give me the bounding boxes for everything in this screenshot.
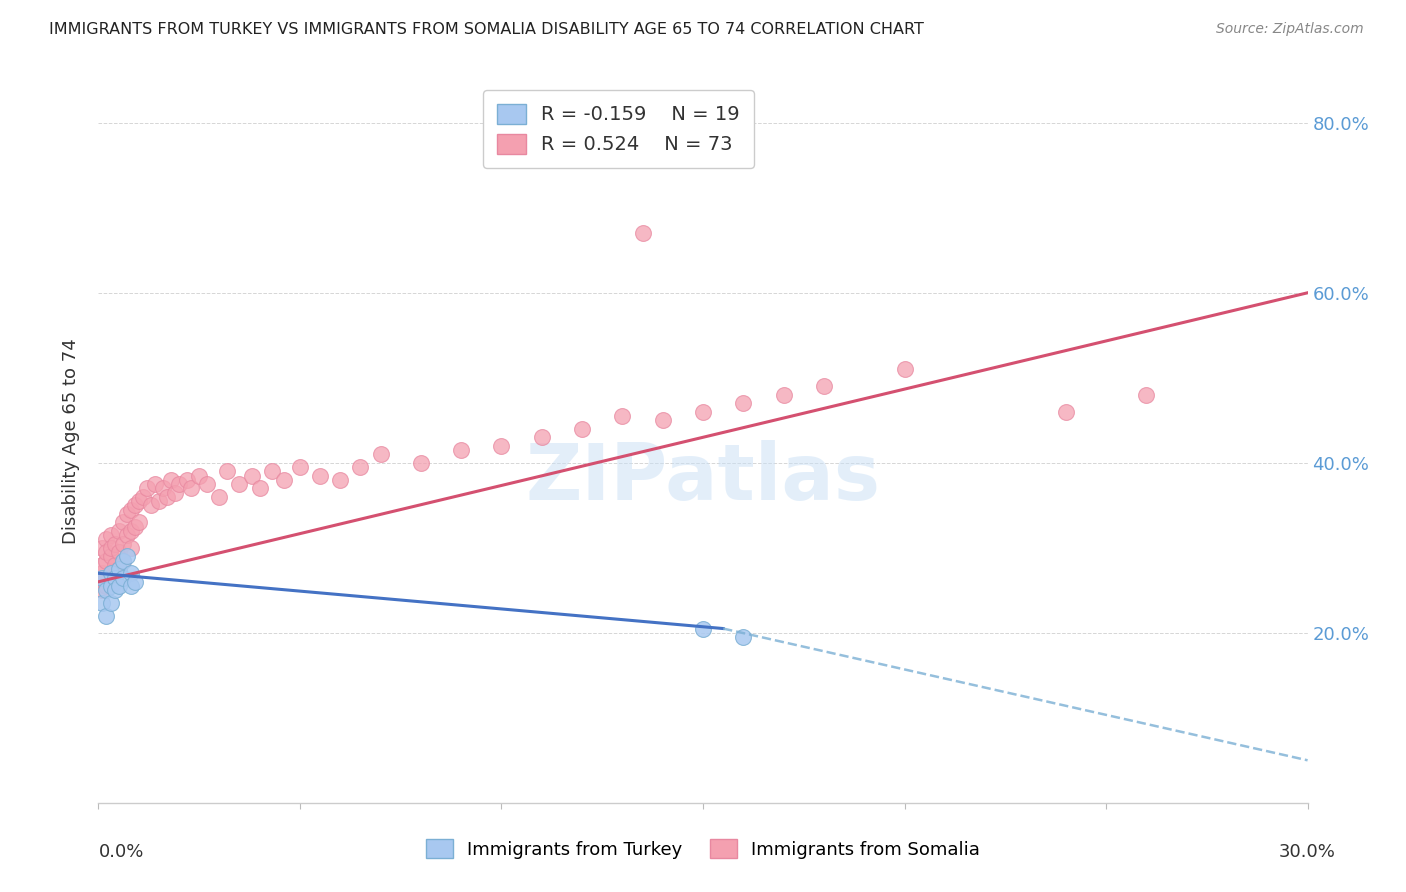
Point (96, 583, 118, 598)
Point (103, 558, 125, 572)
Point (100, 596, 122, 610)
Point (111, 570, 134, 584)
Point (692, 622, 714, 636)
Point (124, 498, 146, 512)
Point (111, 516, 134, 530)
Text: ZIPatlas: ZIPatlas (526, 440, 880, 516)
Point (91, 566, 114, 581)
Point (176, 473, 198, 487)
Point (96, 545, 118, 559)
Point (103, 536, 125, 550)
Point (152, 481, 174, 495)
Point (91, 583, 114, 598)
Point (91, 558, 114, 572)
Y-axis label: Disability Age 65 to 74: Disability Age 65 to 74 (62, 339, 80, 544)
Point (148, 494, 170, 508)
Point (120, 524, 142, 538)
Point (100, 579, 122, 593)
Point (772, 388, 794, 402)
Point (100, 574, 122, 589)
Point (96, 553, 118, 567)
Point (249, 481, 271, 495)
Point (103, 570, 125, 584)
Point (893, 362, 915, 376)
Point (91, 596, 114, 610)
Point (167, 477, 190, 491)
Point (1135, 388, 1157, 402)
Point (160, 473, 183, 487)
Point (96, 608, 118, 623)
Point (124, 519, 146, 533)
Point (195, 477, 218, 491)
Point (139, 498, 162, 512)
Point (120, 579, 142, 593)
Point (240, 468, 263, 483)
Point (132, 490, 155, 504)
Point (217, 464, 239, 478)
Point (96, 570, 118, 584)
Point (107, 562, 129, 576)
Point (120, 502, 142, 516)
Text: 30.0%: 30.0% (1279, 843, 1336, 861)
Point (188, 468, 211, 483)
Point (163, 485, 186, 500)
Point (733, 630, 755, 644)
Point (631, 227, 654, 241)
Point (571, 422, 593, 436)
Point (115, 507, 138, 521)
Point (260, 464, 283, 478)
Point (107, 562, 129, 576)
Point (273, 473, 295, 487)
Legend: Immigrants from Turkey, Immigrants from Somalia: Immigrants from Turkey, Immigrants from … (419, 832, 987, 866)
Point (1054, 405, 1077, 419)
Point (100, 528, 122, 542)
Point (103, 574, 125, 589)
Point (100, 541, 122, 555)
Point (100, 566, 122, 581)
Point (288, 460, 311, 475)
Point (115, 549, 138, 564)
Point (370, 447, 392, 461)
Point (208, 490, 231, 504)
Point (156, 490, 179, 504)
Point (115, 528, 138, 542)
Text: Source: ZipAtlas.com: Source: ZipAtlas.com (1216, 22, 1364, 37)
Text: IMMIGRANTS FROM TURKEY VS IMMIGRANTS FROM SOMALIA DISABILITY AGE 65 TO 74 CORREL: IMMIGRANTS FROM TURKEY VS IMMIGRANTS FRO… (49, 22, 924, 37)
Point (349, 460, 371, 475)
Point (329, 473, 352, 487)
Point (96, 579, 118, 593)
Point (120, 566, 142, 581)
Point (813, 379, 835, 393)
Point (120, 541, 142, 555)
Point (91, 541, 114, 555)
Point (128, 494, 150, 508)
Point (128, 516, 150, 530)
Point (96, 533, 118, 547)
Point (309, 468, 332, 483)
Point (491, 439, 513, 453)
Point (143, 477, 166, 491)
Point (100, 566, 122, 581)
Point (530, 430, 553, 444)
Point (124, 574, 146, 589)
Point (111, 553, 134, 567)
Point (612, 409, 634, 423)
Point (228, 477, 250, 491)
Point (103, 583, 125, 598)
Point (100, 549, 122, 564)
Point (450, 443, 472, 458)
Point (107, 545, 129, 559)
Point (91, 570, 114, 584)
Point (733, 396, 755, 410)
Point (111, 536, 134, 550)
Point (135, 481, 157, 495)
Point (111, 553, 134, 567)
Text: 0.0%: 0.0% (98, 843, 143, 861)
Point (692, 405, 714, 419)
Point (107, 524, 129, 538)
Point (409, 456, 432, 470)
Point (180, 481, 202, 495)
Point (107, 579, 129, 593)
Point (651, 413, 673, 427)
